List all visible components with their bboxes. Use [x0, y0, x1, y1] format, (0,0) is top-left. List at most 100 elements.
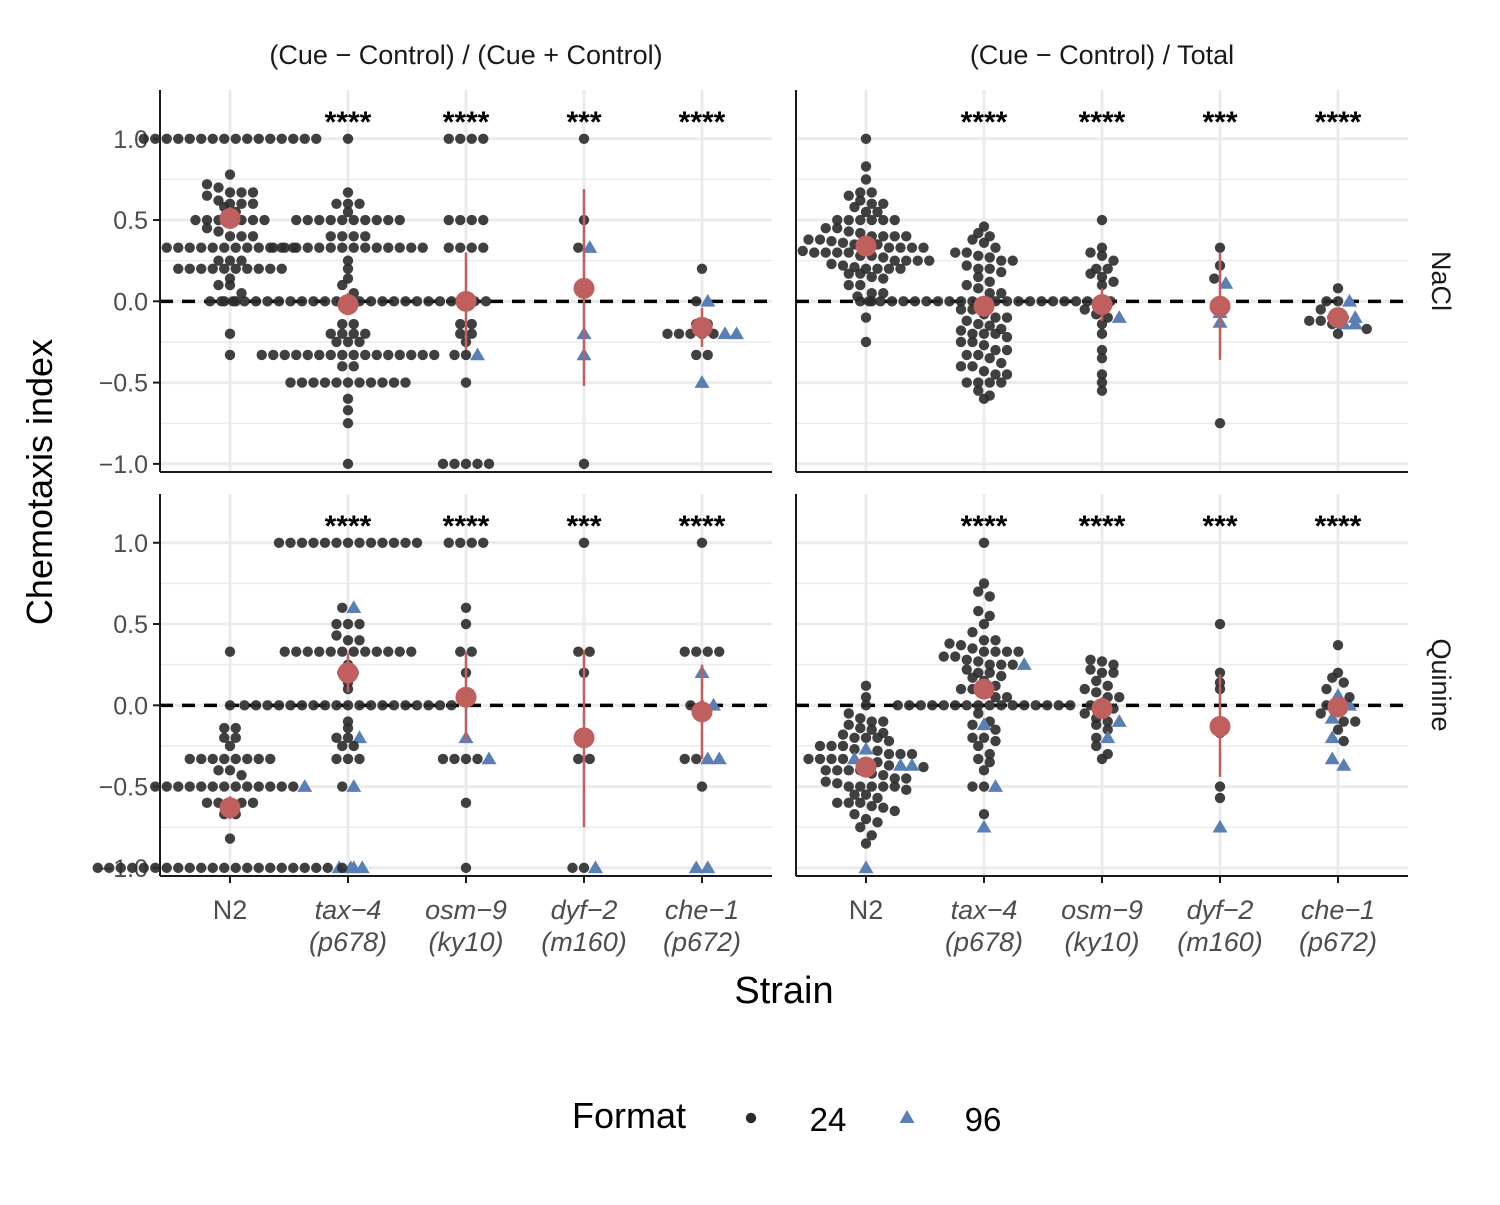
data-point-24: [984, 700, 995, 711]
data-point-24: [696, 781, 708, 792]
data-point-24: [855, 279, 866, 291]
x-tick-label-allele: (p678): [945, 927, 1023, 957]
data-point-24: [236, 187, 247, 198]
y-tick-label: −1.0: [99, 451, 148, 479]
data-point-24: [224, 765, 236, 776]
data-point-24: [1053, 700, 1064, 711]
data-point-24: [662, 328, 673, 340]
data-point-24: [961, 349, 972, 361]
data-point-24: [279, 646, 290, 657]
data-point-24: [342, 732, 354, 744]
data-point-24: [1013, 646, 1024, 657]
data-point-24: [437, 458, 449, 470]
data-point-24: [360, 242, 371, 253]
data-point-24: [1214, 618, 1226, 630]
significance-stars: ****: [1079, 510, 1126, 543]
data-point-24: [265, 781, 276, 792]
data-point-24: [460, 862, 472, 874]
data-point-24: [895, 242, 906, 253]
data-point-24: [184, 781, 195, 792]
data-point-24: [955, 683, 967, 695]
data-point-24: [219, 722, 230, 734]
mean-marker: [691, 701, 713, 723]
data-point-24: [348, 740, 359, 752]
data-point-24: [213, 182, 224, 193]
data-point-24: [875, 296, 886, 307]
data-point-24: [388, 700, 400, 711]
data-point-24: [279, 349, 290, 361]
data-point-24: [1114, 691, 1125, 703]
data-point-24: [1338, 677, 1349, 688]
data-point-24: [342, 198, 354, 209]
data-point-24: [342, 537, 354, 548]
data-point-24: [1338, 735, 1349, 747]
data-point-24: [325, 328, 336, 340]
data-point-24: [360, 646, 371, 657]
data-point-24: [173, 133, 184, 144]
data-point-24: [1079, 304, 1090, 315]
data-point-24: [973, 250, 984, 262]
data-point-96: [688, 860, 704, 874]
mean-marker: [573, 727, 595, 749]
significance-stars: ****: [1315, 510, 1362, 543]
data-point-24: [302, 242, 313, 253]
data-point-24: [849, 744, 860, 755]
significance-stars: ****: [443, 510, 490, 543]
data-point-24: [573, 242, 584, 253]
data-point-24: [1091, 732, 1102, 744]
data-point-24: [1321, 296, 1332, 307]
panel-quinine-1: 1.00.50.0−0.5−1.0N2****tax−4(p678)****os…: [92, 494, 772, 957]
data-point-24: [325, 231, 336, 242]
data-point-24: [161, 781, 172, 792]
data-point-24: [855, 214, 866, 226]
data-point-24: [342, 255, 354, 266]
data-point-24: [262, 700, 273, 711]
data-point-24: [1019, 700, 1030, 711]
data-point-24: [342, 133, 354, 144]
data-point-24: [714, 646, 725, 657]
data-point-24: [973, 263, 984, 275]
data-point-24: [377, 296, 388, 307]
data-point-24: [696, 537, 708, 548]
data-point-24: [342, 418, 354, 429]
data-point-24: [984, 276, 995, 288]
data-point-24: [832, 247, 843, 258]
data-point-24: [423, 296, 434, 307]
data-point-96: [1324, 751, 1340, 765]
data-point-24: [196, 242, 207, 253]
data-point-24: [855, 781, 866, 792]
data-point-24: [1344, 691, 1355, 703]
data-point-24: [337, 646, 348, 657]
data-point-24: [446, 700, 457, 711]
data-point-24: [1001, 296, 1013, 307]
data-point-24: [184, 133, 195, 144]
data-point-24: [466, 133, 477, 144]
data-point-24: [1096, 385, 1108, 396]
data-point-24: [288, 781, 299, 792]
data-point-24: [1091, 675, 1102, 687]
data-point-24: [443, 214, 454, 226]
panel-nacl-1: 1.00.50.0−0.5−1.0**** **** *** ****: [99, 90, 772, 479]
data-point-24: [797, 245, 808, 257]
data-point-24: [978, 393, 990, 405]
data-point-24: [679, 646, 690, 657]
data-point-24: [466, 646, 477, 657]
data-point-24: [242, 862, 253, 874]
legend-label-96: 96: [965, 1101, 1002, 1138]
data-point-96: [346, 860, 362, 874]
mean-marker: [1327, 307, 1349, 329]
data-point-24: [371, 349, 382, 361]
data-point-24: [411, 537, 423, 548]
data-point-24: [573, 753, 584, 765]
mean-marker: [973, 678, 995, 700]
data-point-24: [291, 349, 302, 361]
data-point-24: [578, 537, 590, 548]
data-point-24: [127, 862, 138, 874]
data-point-24: [285, 377, 296, 388]
data-point-24: [400, 377, 411, 388]
data-point-24: [342, 753, 354, 765]
data-point-24: [400, 700, 411, 711]
data-point-24: [322, 862, 333, 874]
data-point-24: [253, 781, 264, 792]
data-point-24: [466, 318, 477, 330]
